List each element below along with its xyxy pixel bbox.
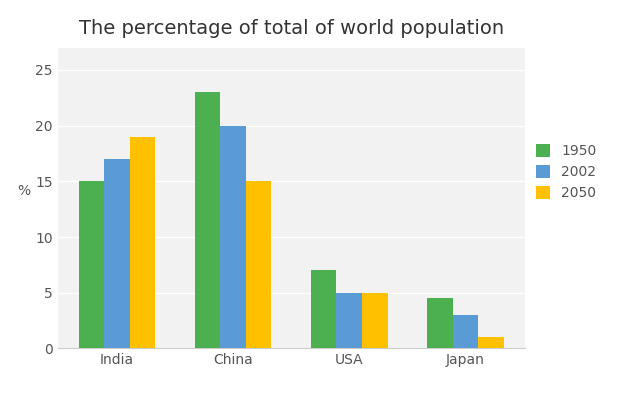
Bar — [337, 293, 362, 348]
Bar — [427, 298, 452, 348]
Bar — [452, 315, 478, 348]
Bar — [478, 337, 504, 348]
Title: The percentage of total of world population: The percentage of total of world populat… — [79, 19, 504, 38]
Y-axis label: %: % — [17, 184, 31, 198]
Bar — [246, 181, 271, 348]
Bar — [79, 181, 104, 348]
Bar — [130, 137, 156, 348]
Bar — [362, 293, 387, 348]
Bar — [220, 126, 246, 348]
Legend: 1950, 2002, 2050: 1950, 2002, 2050 — [531, 139, 602, 206]
Bar — [311, 270, 337, 348]
Bar — [195, 92, 220, 348]
Bar — [104, 159, 130, 348]
